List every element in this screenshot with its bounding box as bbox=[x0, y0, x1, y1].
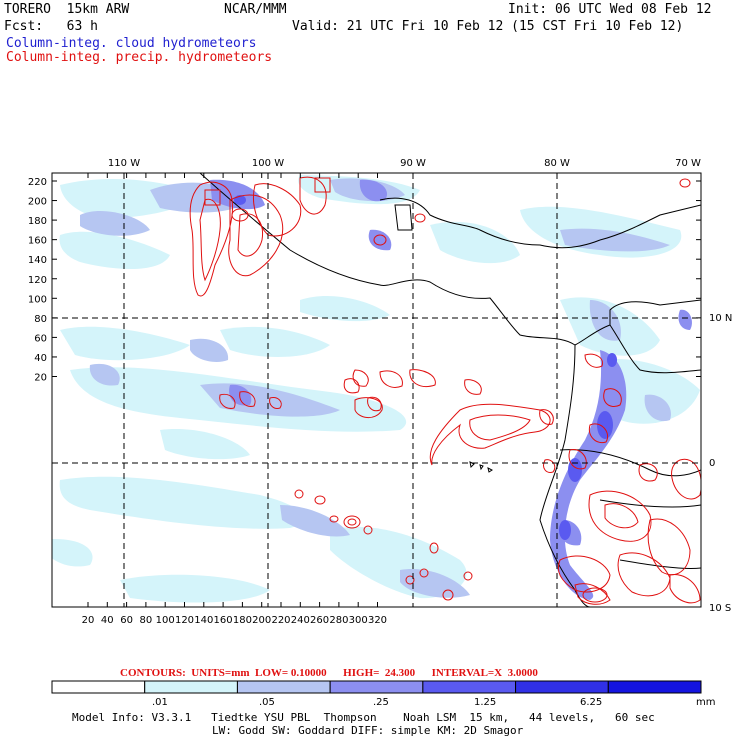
x-tick-label: 260 bbox=[310, 615, 329, 626]
init-time: Init: 06 UTC Wed 08 Feb 12 bbox=[508, 2, 712, 17]
lon-label: 70 W bbox=[675, 158, 701, 169]
contour-info: CONTOURS: UNITS=mm LOW= 0.10000 HIGH= 24… bbox=[120, 667, 538, 679]
colorbar-swatch bbox=[607, 680, 702, 694]
colorbar-swatch bbox=[144, 680, 238, 694]
x-tick-label: 60 bbox=[120, 615, 133, 626]
plot-frame bbox=[51, 172, 702, 608]
precip-contours bbox=[189, 176, 701, 605]
colorbar-label-4: 6.25 bbox=[580, 697, 603, 708]
x-tick-label: 140 bbox=[194, 615, 213, 626]
x-tick-label: 20 bbox=[82, 615, 95, 626]
colorbar-label-1: .05 bbox=[259, 697, 275, 708]
cloud-field-deep bbox=[234, 195, 617, 540]
y-tick-label: 200 bbox=[28, 197, 47, 208]
lat-label: 10 S bbox=[709, 603, 731, 614]
forecast-hour: Fcst: 63 h bbox=[4, 19, 98, 34]
colorbar bbox=[51, 680, 702, 694]
x-tick-label: 220 bbox=[271, 615, 290, 626]
y-tick-label: 80 bbox=[34, 314, 47, 325]
y-tick-label: 120 bbox=[28, 275, 47, 286]
lon-label: 90 W bbox=[400, 158, 426, 169]
colorbar-units: mm bbox=[696, 697, 716, 708]
x-tick-label: 100 bbox=[156, 615, 175, 626]
y-tick-label: 40 bbox=[34, 353, 47, 364]
colorbar-swatch bbox=[422, 680, 517, 694]
footer-physics-info: LW: Godd SW: Goddard DIFF: simple KM: 2D… bbox=[212, 724, 524, 737]
y-tick-label: 20 bbox=[34, 373, 47, 384]
center-label: NCAR/MMM bbox=[224, 2, 287, 17]
tick-marks bbox=[52, 173, 701, 607]
y-tick-label: 220 bbox=[28, 177, 47, 188]
colorbar-swatch bbox=[515, 680, 609, 694]
x-tick-label: 240 bbox=[291, 615, 310, 626]
field-label-cloud: Column-integ. cloud hydrometeors bbox=[6, 36, 257, 51]
colorbar-label-2: .25 bbox=[373, 697, 389, 708]
lat-label: 10 N bbox=[709, 313, 732, 324]
lat-label: 0 bbox=[709, 458, 715, 469]
x-tick-label: 320 bbox=[368, 615, 387, 626]
colorbar-label-0: .01 bbox=[152, 697, 168, 708]
y-tick-label: 180 bbox=[28, 216, 47, 227]
x-tick-label: 40 bbox=[101, 615, 114, 626]
colorbar-swatch bbox=[329, 680, 424, 694]
x-tick-label: 300 bbox=[349, 615, 368, 626]
lon-label: 100 W bbox=[252, 158, 284, 169]
colorbar-swatch bbox=[51, 680, 146, 694]
colorbar-label-3: 1.25 bbox=[474, 697, 497, 708]
x-tick-label: 180 bbox=[233, 615, 252, 626]
y-tick-label: 100 bbox=[28, 294, 47, 305]
valid-time: Valid: 21 UTC Fri 10 Feb 12 (15 CST Fri … bbox=[292, 19, 684, 34]
x-tick-label: 80 bbox=[140, 615, 153, 626]
x-tick-label: 280 bbox=[329, 615, 348, 626]
lat-lon-grid bbox=[52, 173, 701, 607]
lon-label: 80 W bbox=[544, 158, 570, 169]
y-tick-label: 60 bbox=[34, 333, 47, 344]
y-tick-label: 160 bbox=[28, 236, 47, 247]
lon-label: 110 W bbox=[108, 158, 140, 169]
field-label-precip: Column-integ. precip. hydrometeors bbox=[6, 50, 273, 65]
x-tick-label: 160 bbox=[214, 615, 233, 626]
x-tick-label: 200 bbox=[252, 615, 271, 626]
colorbar-swatch bbox=[236, 680, 331, 694]
footer-model-info: Model Info: V3.3.1 Tiedtke YSU PBL Thomp… bbox=[72, 711, 655, 724]
x-tick-label: 120 bbox=[175, 615, 194, 626]
model-title: TORERO 15km ARW bbox=[4, 2, 130, 17]
y-tick-label: 140 bbox=[28, 255, 47, 266]
